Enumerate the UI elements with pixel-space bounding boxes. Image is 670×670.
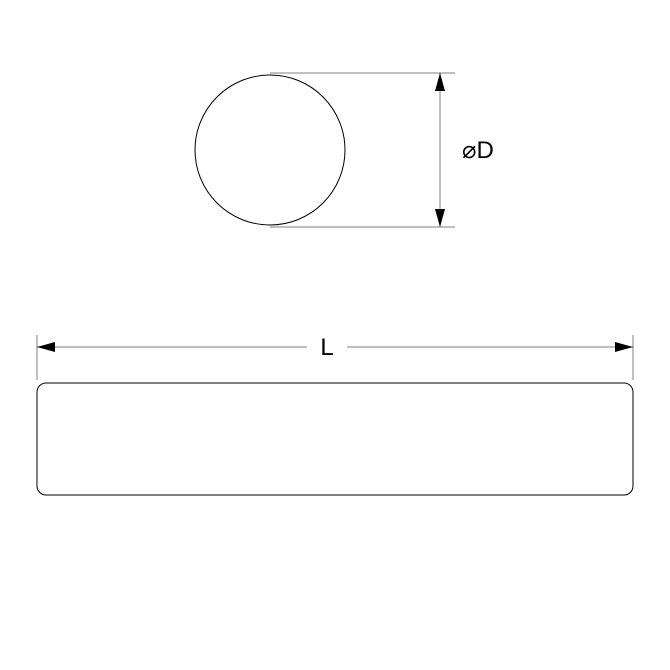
arrowhead [435, 209, 445, 227]
length-label: L [320, 334, 333, 361]
diameter-label: ⌀D [462, 137, 494, 164]
arrowhead [435, 73, 445, 91]
arrowhead [37, 342, 55, 352]
technical-drawing: ⌀D L [0, 0, 670, 670]
circle-cross-section [195, 75, 345, 225]
arrowhead [615, 342, 633, 352]
side-view-rect [37, 383, 633, 495]
